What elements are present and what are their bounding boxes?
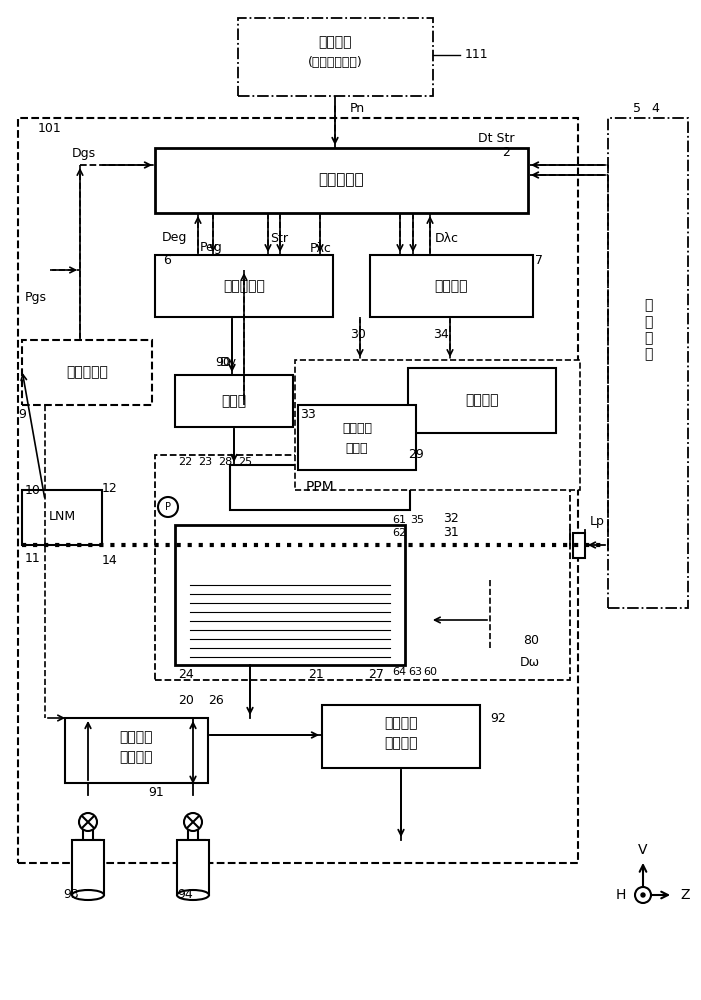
- Text: 62: 62: [392, 528, 406, 538]
- FancyBboxPatch shape: [18, 118, 578, 863]
- Text: 90: 90: [215, 356, 231, 368]
- Text: LNM: LNM: [48, 510, 76, 524]
- Text: 11: 11: [25, 552, 41, 564]
- Circle shape: [641, 893, 645, 897]
- Text: 30: 30: [350, 328, 366, 342]
- Text: Deg: Deg: [162, 232, 187, 244]
- Text: PPM: PPM: [306, 480, 334, 494]
- Text: 34: 34: [433, 328, 449, 342]
- Text: 111: 111: [465, 48, 489, 62]
- FancyBboxPatch shape: [175, 525, 405, 665]
- Text: 20: 20: [178, 694, 194, 706]
- Text: 9: 9: [18, 408, 26, 422]
- Text: Pn: Pn: [350, 102, 365, 114]
- Circle shape: [79, 813, 97, 831]
- Text: 22: 22: [178, 457, 192, 467]
- Text: 供给装置: 供给装置: [119, 750, 153, 764]
- Text: 7: 7: [535, 253, 543, 266]
- Text: 14: 14: [102, 554, 118, 566]
- Text: 12: 12: [102, 482, 118, 494]
- Text: 32: 32: [443, 512, 458, 524]
- Text: 61: 61: [392, 515, 406, 525]
- Text: 气体控制部: 气体控制部: [66, 365, 108, 379]
- Text: 94: 94: [177, 888, 193, 902]
- FancyBboxPatch shape: [295, 360, 580, 490]
- Text: 27: 27: [368, 668, 384, 682]
- Text: Lp: Lp: [590, 516, 605, 528]
- FancyBboxPatch shape: [155, 455, 570, 680]
- Text: 91: 91: [148, 786, 164, 800]
- Text: 5: 5: [633, 102, 641, 114]
- Text: V: V: [638, 843, 648, 857]
- Text: Pgs: Pgs: [25, 292, 47, 304]
- Text: 24: 24: [178, 668, 193, 682]
- Text: 63: 63: [408, 667, 422, 677]
- Text: Z: Z: [680, 888, 690, 902]
- Text: Peg: Peg: [200, 241, 223, 254]
- Text: 计测器: 计测器: [346, 442, 368, 454]
- Text: 64: 64: [392, 667, 406, 677]
- Text: 终端装置: 终端装置: [318, 35, 352, 49]
- Text: H: H: [615, 888, 626, 902]
- FancyBboxPatch shape: [573, 533, 585, 558]
- FancyBboxPatch shape: [608, 118, 688, 608]
- FancyBboxPatch shape: [22, 490, 102, 545]
- Text: Dv: Dv: [220, 356, 237, 368]
- Text: 29: 29: [408, 448, 423, 462]
- Text: Dλc: Dλc: [435, 232, 459, 244]
- Circle shape: [635, 887, 651, 903]
- Text: 4: 4: [651, 102, 659, 114]
- Text: P: P: [165, 502, 171, 512]
- Text: 激光气体: 激光气体: [119, 730, 153, 744]
- Text: Pλc: Pλc: [310, 241, 332, 254]
- Text: Dω: Dω: [520, 656, 540, 668]
- FancyBboxPatch shape: [155, 148, 528, 213]
- Text: 脉冲能量: 脉冲能量: [342, 422, 372, 434]
- FancyBboxPatch shape: [175, 375, 293, 427]
- FancyBboxPatch shape: [65, 718, 208, 783]
- Ellipse shape: [72, 890, 104, 900]
- Text: 2: 2: [502, 146, 510, 159]
- Text: 6: 6: [163, 253, 171, 266]
- Text: Str: Str: [270, 232, 288, 244]
- Text: Dt Str: Dt Str: [478, 131, 515, 144]
- Text: 10: 10: [25, 484, 41, 496]
- Text: 谱控制部: 谱控制部: [434, 279, 468, 293]
- FancyBboxPatch shape: [408, 368, 556, 433]
- FancyBboxPatch shape: [370, 255, 533, 317]
- FancyBboxPatch shape: [22, 340, 152, 405]
- Text: 92: 92: [490, 712, 505, 724]
- Text: Dgs: Dgs: [72, 146, 96, 159]
- FancyBboxPatch shape: [322, 705, 480, 768]
- Text: 21: 21: [308, 668, 324, 682]
- Text: 激光控制部: 激光控制部: [318, 172, 364, 188]
- FancyBboxPatch shape: [238, 18, 433, 96]
- Text: 60: 60: [423, 667, 437, 677]
- Text: 26: 26: [208, 694, 224, 706]
- Circle shape: [158, 497, 178, 517]
- FancyBboxPatch shape: [298, 405, 416, 470]
- FancyBboxPatch shape: [230, 465, 410, 510]
- FancyBboxPatch shape: [155, 255, 333, 317]
- Text: 25: 25: [238, 457, 252, 467]
- Text: 28: 28: [218, 457, 232, 467]
- Text: 35: 35: [410, 515, 424, 525]
- Circle shape: [184, 813, 202, 831]
- Text: 谱计测器: 谱计测器: [465, 393, 498, 407]
- Text: 曝
光
装
置: 曝 光 装 置: [644, 299, 652, 361]
- Text: 能量控制部: 能量控制部: [223, 279, 265, 293]
- Ellipse shape: [177, 890, 209, 900]
- FancyBboxPatch shape: [72, 840, 104, 895]
- Text: 93: 93: [63, 888, 79, 902]
- Text: 充电器: 充电器: [222, 394, 247, 408]
- Text: 80: 80: [523, 634, 539, 647]
- Text: 101: 101: [38, 121, 62, 134]
- Text: 31: 31: [443, 526, 458, 540]
- Text: 排气装置: 排气装置: [384, 736, 418, 750]
- Text: 23: 23: [198, 457, 212, 467]
- Text: 33: 33: [300, 408, 315, 422]
- Text: 激光气体: 激光气体: [384, 716, 418, 730]
- FancyBboxPatch shape: [177, 840, 209, 895]
- Text: (激光器制造商): (激光器制造商): [308, 56, 362, 70]
